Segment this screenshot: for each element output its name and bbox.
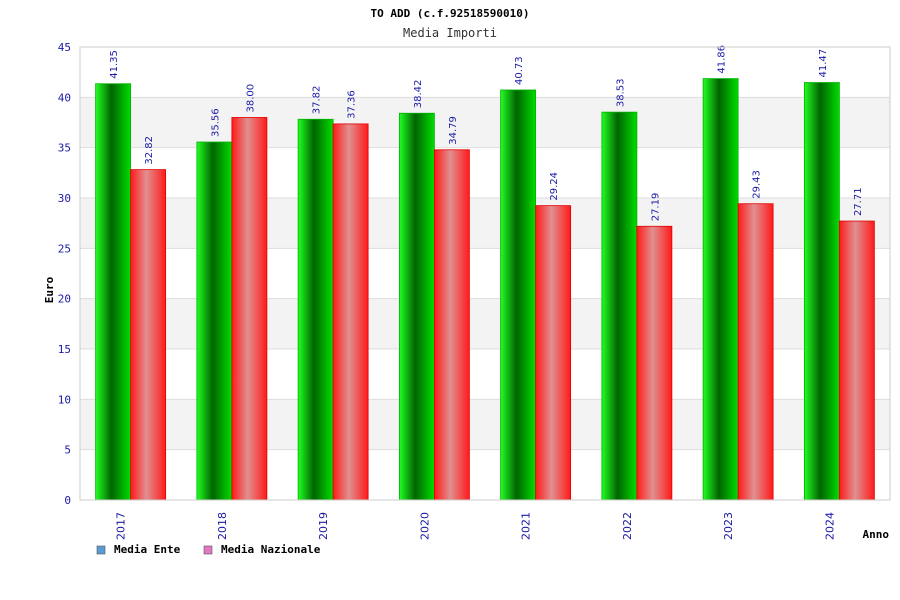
bar-media-nazionale-2019 [332,123,369,501]
bar-media-ente-2019 [297,118,334,501]
bar-value-label: 29.43 [752,170,763,199]
x-tick-label: 2018 [216,512,229,540]
legend-swatch-media-ente [96,545,106,555]
bar-media-nazionale-2023 [737,203,774,501]
bar-media-ente-2023 [702,78,739,501]
x-tick-label: 2019 [317,512,330,540]
bar-value-label: 41.47 [818,49,829,78]
x-tick-label: 2021 [520,512,533,540]
bar-media-ente-2022 [601,111,638,501]
bar-value-label: 41.35 [109,50,120,79]
bar-value-label: 37.82 [312,86,323,115]
grid-band [80,97,890,148]
bar-value-label: 38.53 [615,78,626,107]
bar-value-label: 35.56 [210,108,221,137]
bar-media-nazionale-2018 [231,117,268,501]
legend-label-media-ente: Media Ente [114,543,181,556]
bar-media-ente-2017 [95,83,132,501]
y-tick-label: 5 [64,444,71,457]
bar-media-ente-2024 [803,82,840,501]
x-tick-label: 2020 [418,512,431,540]
bar-media-ente-2021 [500,89,537,501]
y-tick-label: 20 [58,293,71,306]
bar-value-label: 27.71 [853,187,864,216]
y-tick-label: 15 [58,343,71,356]
chart-subtitle: Media Importi [403,26,497,40]
y-tick-label: 25 [58,242,71,255]
bar-value-label: 32.82 [144,136,155,165]
bar-media-ente-2020 [398,112,435,501]
bar-value-label: 38.00 [245,84,256,113]
bar-value-label: 29.24 [549,172,560,201]
plot-area-frame [79,46,891,501]
chart-title: TO ADD (c.f.92518590010) [371,7,530,20]
bar-value-label: 37.36 [347,90,358,119]
bar-value-label: 40.73 [514,56,525,85]
x-axis-label: Anno [863,528,890,541]
bar-value-label: 38.42 [413,80,424,109]
x-tick-label: 2023 [722,512,735,540]
bar-media-nazionale-2020 [433,149,470,501]
y-tick-label: 35 [58,142,71,155]
legend: Media Ente Media Nazionale [96,543,321,556]
y-tick-label: 30 [58,192,71,205]
bar-value-label: 27.19 [650,193,661,222]
bar-media-nazionale-2021 [535,205,572,501]
bar-value-label: 41.86 [717,45,728,74]
x-tick-labels: 2017 2018 2019 2020 2021 2022 2023 2024 [115,512,837,540]
bar-value-label: 34.79 [448,116,459,145]
bar-value-labels: 41.35 32.82 35.56 38.00 37.82 37.36 38.42 34.79… [109,45,864,221]
bar-media-nazionale-2017 [130,169,167,501]
x-tick-label: 2024 [823,512,836,540]
y-tick-label: 45 [58,41,71,54]
bar-media-nazionale-2024 [838,220,875,501]
y-tick-labels: 0 5 10 15 20 25 30 35 40 45 [58,41,71,507]
y-tick-label: 40 [58,91,71,104]
bars [95,78,875,501]
y-tick-label: 0 [64,494,71,507]
x-tick-label: 2017 [115,512,128,540]
legend-swatch-media-nazionale [203,545,213,555]
x-tick-label: 2022 [621,512,634,540]
legend-label-media-nazionale: Media Nazionale [221,543,321,556]
y-tick-label: 10 [58,393,71,406]
bar-media-ente-2018 [196,141,233,501]
y-axis-label: Euro [43,276,56,303]
bar-media-nazionale-2022 [636,225,673,501]
